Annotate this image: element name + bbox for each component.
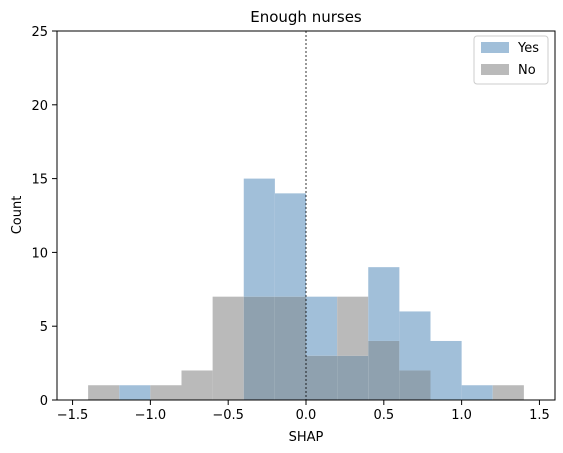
bar-yes: [274, 193, 306, 297]
bar-yes: [399, 311, 431, 371]
bar-no: [492, 385, 524, 400]
legend-swatch-yes: [481, 42, 509, 53]
bar-yes: [119, 385, 151, 400]
bar-no: [150, 385, 182, 400]
y-tick-label: 0: [40, 394, 48, 409]
x-ticks-layer: −1.5 −1.0 −0.5 0.0 0.5 1.0 1.5: [57, 400, 550, 423]
x-tick-label: 1.5: [529, 408, 550, 423]
x-tick-label: 1.0: [451, 408, 472, 423]
bar-yes: [461, 385, 493, 400]
y-tick-label: 25: [31, 25, 48, 40]
bars-layer: [88, 178, 524, 400]
bar-no: [181, 370, 213, 400]
bar-no: [212, 296, 244, 400]
y-axis-label: Count: [10, 196, 25, 235]
legend: Yes No: [473, 35, 549, 85]
legend-label-yes: Yes: [517, 41, 539, 56]
x-tick-label: −1.5: [57, 408, 89, 423]
legend-label-no: No: [518, 63, 536, 78]
bar-yes: [306, 296, 338, 356]
bar-no: [88, 385, 120, 400]
bar-yes: [243, 178, 275, 297]
bar-overlap: [399, 370, 431, 400]
bar-overlap: [243, 296, 275, 400]
bar-overlap: [274, 296, 306, 400]
x-tick-label: 0.5: [373, 408, 394, 423]
bar-yes: [430, 340, 462, 400]
bar-overlap: [337, 355, 369, 400]
y-ticks-layer: 0 5 10 15 20 25: [31, 25, 57, 409]
bar-yes: [368, 267, 400, 341]
x-tick-label: −1.0: [135, 408, 167, 423]
y-tick-label: 20: [31, 99, 48, 114]
y-tick-label: 15: [31, 173, 48, 188]
x-tick-label: 0.0: [296, 408, 317, 423]
bar-overlap: [306, 355, 338, 400]
y-tick-label: 5: [40, 320, 48, 335]
bar-no: [337, 296, 369, 356]
y-tick-label: 10: [31, 246, 48, 261]
chart-title: Enough nurses: [250, 8, 362, 26]
legend-swatch-no: [481, 64, 509, 75]
x-tick-label: −0.5: [212, 408, 244, 423]
bar-overlap: [368, 340, 400, 400]
x-axis-label: SHAP: [289, 430, 324, 445]
